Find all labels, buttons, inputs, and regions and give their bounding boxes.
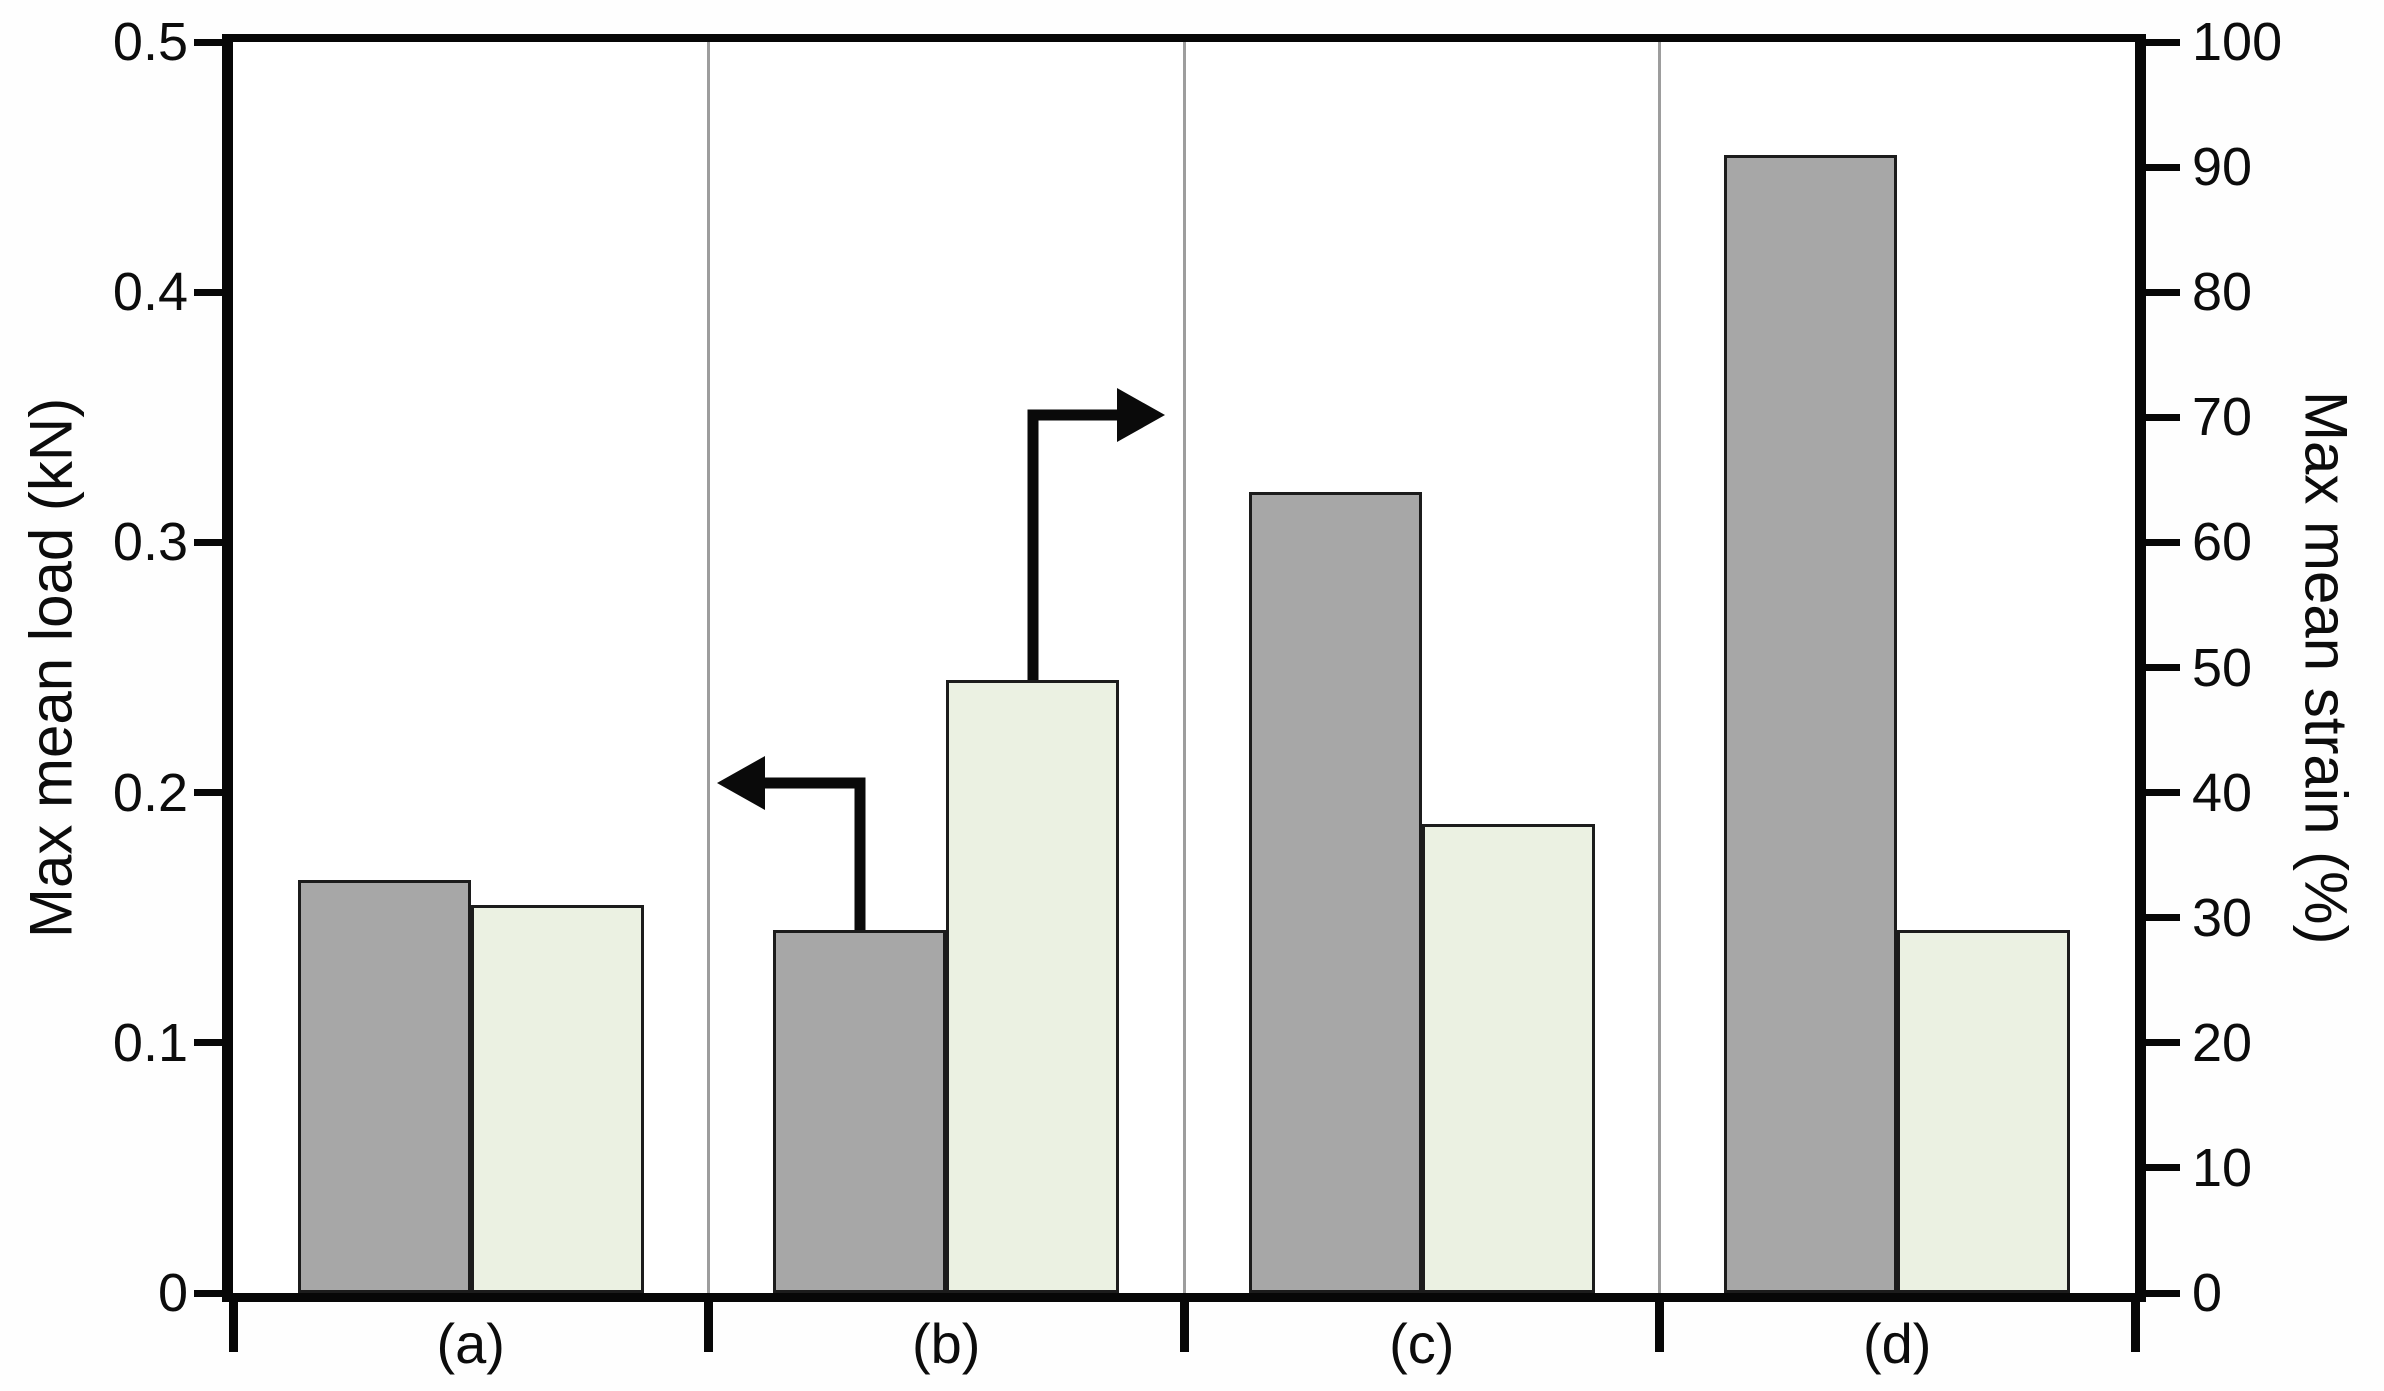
right-axis-tick: [2146, 288, 2180, 296]
bar-load-a: [297, 880, 471, 1293]
bar-load-c: [1248, 492, 1422, 1293]
left-axis-tick-label: 0.1: [112, 1012, 188, 1073]
right-axis-tick-label: 80: [2192, 262, 2253, 323]
right-axis-tick-label: 40: [2192, 762, 2253, 823]
left-axis-title: Max mean load (kN): [17, 397, 85, 938]
category-label-b: (b): [912, 1312, 981, 1375]
right-axis-tick-label: 0: [2192, 1263, 2223, 1323]
right-axis-tick: [2146, 538, 2180, 546]
right-axis-tick: [2146, 789, 2180, 797]
left-axis-tick: [194, 1039, 228, 1047]
right-axis-tick-label: 20: [2192, 1012, 2253, 1073]
left-axis-tick-label: 0.4: [112, 262, 188, 323]
panel-separator-gridline: [1182, 42, 1186, 1293]
left-axis-tick-label: 0.2: [112, 762, 188, 823]
bar-load-d: [1724, 154, 1898, 1293]
strain-axis-pointer-arrow-head: [1117, 388, 1165, 442]
right-axis-tick: [2146, 1289, 2180, 1297]
right-axis-tick-label: 100: [2192, 12, 2283, 72]
right-axis-tick-label: 10: [2192, 1137, 2253, 1198]
right-axis-tick-label: 90: [2192, 137, 2253, 198]
right-axis-tick: [2146, 1039, 2180, 1047]
right-axis-tick: [2146, 1164, 2180, 1172]
panel-separator-gridline: [707, 42, 710, 1293]
bar-strain-b: [946, 680, 1120, 1293]
left-axis-tick: [194, 38, 228, 46]
right-axis-tick-label: 70: [2192, 387, 2253, 448]
x-axis-tick: [228, 1296, 238, 1352]
x-axis-tick: [1655, 1296, 1664, 1352]
bar-strain-a: [470, 905, 644, 1293]
x-axis-tick: [1179, 1296, 1189, 1352]
x-axis-tick: [2130, 1296, 2140, 1352]
bar-load-b: [773, 930, 947, 1293]
right-axis-tick-label: 30: [2192, 887, 2253, 948]
load-axis-pointer-arrow-line: [765, 777, 866, 930]
right-axis-tick: [2146, 413, 2180, 421]
bar-strain-c: [1421, 823, 1595, 1293]
right-axis-tick: [2146, 38, 2180, 46]
strain-axis-pointer-arrow-line: [1027, 409, 1117, 680]
axis-pointer-arrows: [717, 388, 1165, 930]
category-label-c: (c): [1389, 1312, 1455, 1375]
right-axis-tick: [2146, 163, 2180, 171]
left-axis-tick-label: 0.3: [112, 512, 188, 573]
left-axis-tick: [194, 789, 228, 797]
right-axis-tick: [2146, 664, 2180, 671]
category-label-d: (d): [1863, 1312, 1932, 1375]
bar-strain-d: [1897, 930, 2071, 1293]
panel-separator-gridline: [1658, 42, 1661, 1293]
right-axis-title: Max mean strain (%): [2292, 390, 2360, 945]
right-axis-tick: [2146, 914, 2180, 922]
left-axis-tick: [194, 538, 228, 546]
load-axis-pointer-arrow-head: [717, 756, 765, 810]
plot-area: [233, 42, 2135, 1293]
right-axis-tick-label: 50: [2192, 637, 2253, 698]
left-axis-tick-label: 0: [157, 1263, 188, 1323]
category-label-a: (a): [436, 1312, 505, 1375]
left-axis-tick-label: 0.5: [112, 12, 188, 72]
x-axis-tick: [704, 1296, 713, 1352]
left-axis-tick: [194, 1289, 228, 1297]
right-axis-tick-label: 60: [2192, 512, 2253, 573]
left-axis-tick: [194, 288, 228, 296]
